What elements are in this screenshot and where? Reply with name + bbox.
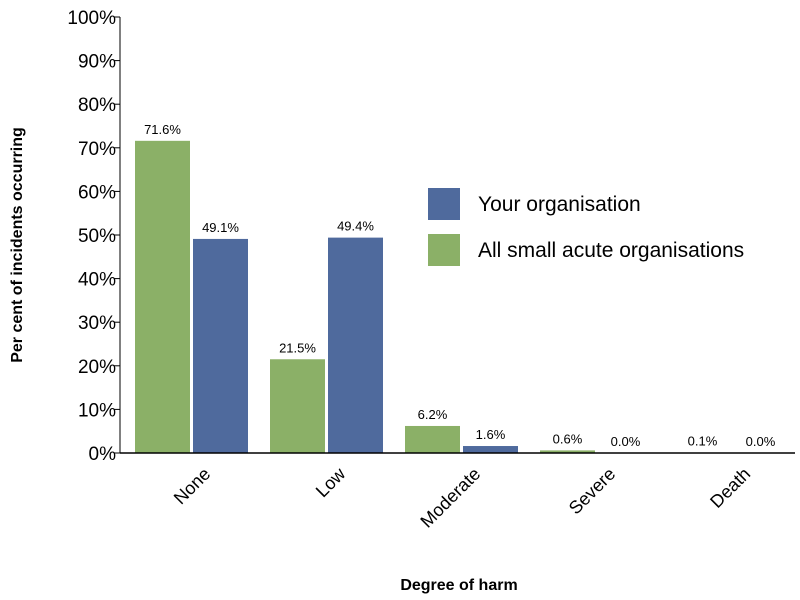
legend-swatch	[428, 188, 460, 220]
x-axis: None Low Moderate Severe Death	[120, 452, 795, 532]
x-tick-label: Low	[312, 463, 350, 501]
legend-swatch	[428, 234, 460, 266]
bar-low-series-0	[270, 359, 325, 453]
data-label: 21.5%	[279, 340, 316, 355]
y-tick-label: 20%	[78, 357, 116, 378]
x-axis-title: Degree of harm	[400, 577, 517, 594]
y-axis: 0% 10% 20% 30% 40% 50% 60% 70% 80% 90% 100%	[67, 8, 121, 465]
data-label: 6.2%	[418, 407, 448, 422]
y-tick-label: 80%	[78, 95, 116, 116]
x-tick-label: Severe	[565, 464, 619, 518]
data-label: 1.6%	[476, 427, 506, 442]
bars: 71.6% 49.1% 21.5% 49.4% 6.2% 1.6% 0.6% 0.0% 0.1%…	[135, 122, 776, 453]
y-axis-title: Per cent of incidents occurring	[9, 127, 26, 363]
x-tick-label: Moderate	[416, 464, 484, 532]
data-label: 0.0%	[611, 434, 641, 449]
legend: Your organisation All small acute organis…	[428, 188, 744, 266]
data-label: 49.4%	[337, 219, 374, 234]
x-tick-label: Death	[706, 464, 754, 512]
data-label: 0.0%	[746, 434, 776, 449]
bar-moderate-series-0	[405, 425, 460, 453]
y-tick-label: 100%	[67, 8, 116, 29]
data-label: 71.6%	[144, 122, 181, 137]
bar-moderate-series-1	[463, 446, 518, 453]
bar-severe-series-0	[540, 450, 595, 453]
y-tick-label: 90%	[78, 52, 116, 73]
y-tick-label: 30%	[78, 313, 116, 334]
y-tick-label: 40%	[78, 270, 116, 291]
x-tick-label: None	[170, 464, 215, 509]
data-label: 49.1%	[202, 220, 239, 235]
y-tick-label: 50%	[78, 226, 116, 247]
legend-label: All small acute organisations	[478, 239, 744, 262]
y-tick-label: 10%	[78, 400, 116, 421]
bar-none-series-1	[193, 238, 248, 453]
data-label: 0.1%	[688, 434, 718, 449]
y-tick-label: 70%	[78, 139, 116, 160]
bar-none-series-0	[135, 140, 190, 453]
legend-label: Your organisation	[478, 193, 641, 216]
data-label: 0.6%	[553, 431, 583, 446]
y-tick-label: 60%	[78, 182, 116, 203]
bar-low-series-1	[328, 237, 383, 453]
y-tick-label: 0%	[89, 444, 117, 465]
